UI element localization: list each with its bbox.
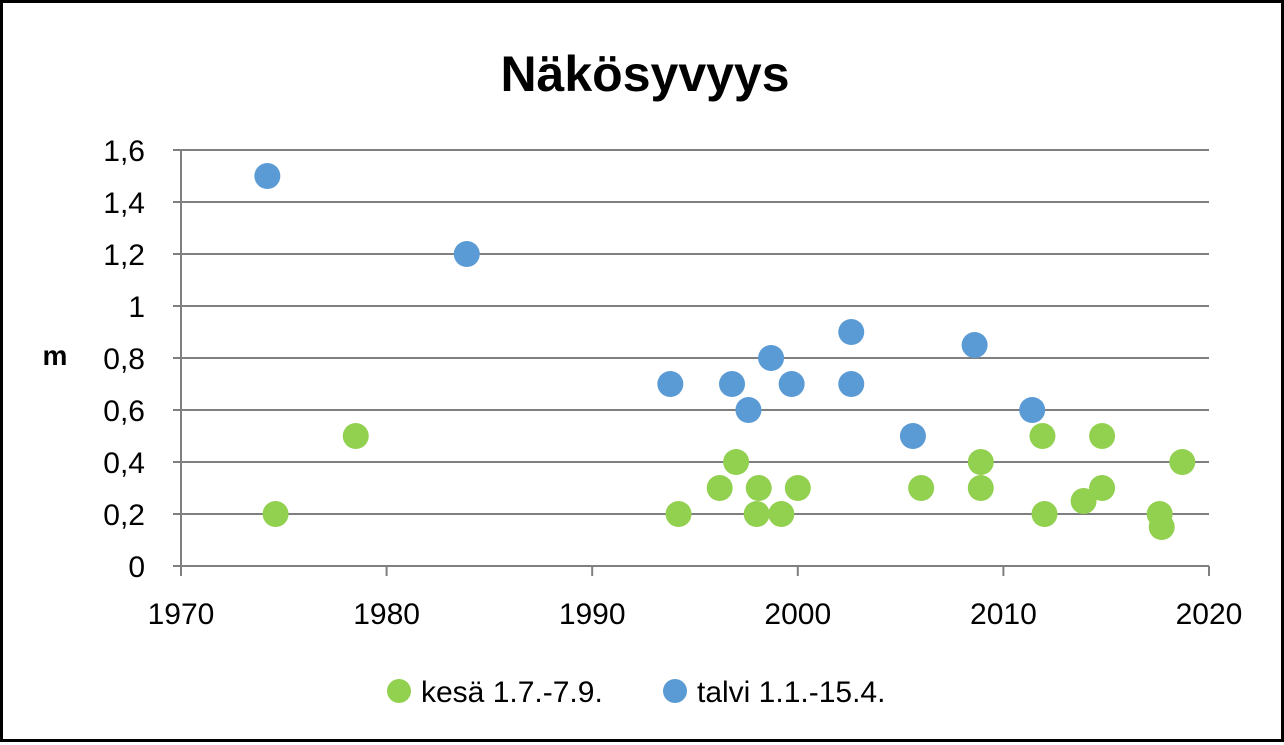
chart-svg: Näkösyvyys 00,20,40,60,811,21,41,6 1970 1… — [43, 46, 1243, 709]
data-point — [1089, 423, 1116, 449]
data-point — [262, 501, 289, 527]
y-tick-label: 1,6 — [103, 135, 145, 168]
series-winter — [254, 163, 1046, 449]
x-tick-label: 2010 — [970, 598, 1037, 631]
data-point — [1029, 423, 1056, 449]
data-point — [1031, 501, 1058, 527]
x-tick-label: 1970 — [148, 598, 215, 631]
x-tick-label: 2000 — [764, 598, 831, 631]
data-point — [342, 423, 369, 449]
legend: kesä 1.7.-7.9. talvi 1.1.-15.4. — [387, 676, 885, 709]
series-summer — [262, 423, 1196, 540]
data-point — [778, 371, 805, 397]
data-point — [899, 423, 926, 449]
data-point — [665, 501, 692, 527]
data-point — [1169, 449, 1196, 475]
x-tick-labels: 1970 1980 1990 2000 2010 2020 — [148, 598, 1243, 631]
data-points — [254, 163, 1196, 540]
data-point — [967, 449, 994, 475]
x-tick-label: 2020 — [1176, 598, 1243, 631]
y-tick-labels: 0 0,2 0,4 0,6 0,8 1 1,2 1,4 1,6 — [103, 135, 145, 584]
data-point — [745, 475, 772, 501]
data-point — [838, 371, 865, 397]
y-tick-label: 1,4 — [103, 187, 145, 220]
data-point — [967, 475, 994, 501]
y-tick-label: 1 — [128, 291, 145, 324]
data-point — [1089, 475, 1116, 501]
data-point — [254, 163, 281, 189]
data-point — [706, 475, 733, 501]
y-tick-label: 1,2 — [103, 239, 145, 272]
x-tick-label: 1980 — [353, 598, 420, 631]
data-point — [768, 501, 795, 527]
y-tick-label: 0 — [128, 551, 145, 584]
data-point — [1070, 488, 1097, 514]
x-tick-label: 1990 — [559, 598, 626, 631]
data-point — [784, 475, 811, 501]
data-point — [719, 371, 746, 397]
y-tick-label: 0,2 — [103, 499, 145, 532]
legend-label: talvi 1.1.-15.4. — [697, 676, 885, 709]
data-point — [453, 241, 480, 267]
legend-marker — [663, 679, 687, 703]
legend-label: kesä 1.7.-7.9. — [421, 676, 603, 709]
grid-lines — [181, 149, 1209, 515]
data-point — [1148, 514, 1175, 540]
data-point — [735, 397, 762, 423]
data-point — [961, 332, 988, 358]
data-point — [743, 501, 770, 527]
data-point — [908, 475, 935, 501]
data-point — [838, 319, 865, 345]
y-tick-label: 0,4 — [103, 447, 145, 480]
data-point — [758, 345, 785, 371]
data-point — [657, 371, 684, 397]
chart-title: Näkösyvyys — [500, 46, 789, 102]
data-point — [723, 449, 750, 475]
legend-marker — [387, 679, 411, 703]
y-tick-label: 0,6 — [103, 395, 145, 428]
y-tick-label: 0,8 — [103, 343, 145, 376]
data-point — [1019, 397, 1046, 423]
y-axis-label: m — [43, 340, 68, 371]
axes — [173, 149, 1210, 576]
